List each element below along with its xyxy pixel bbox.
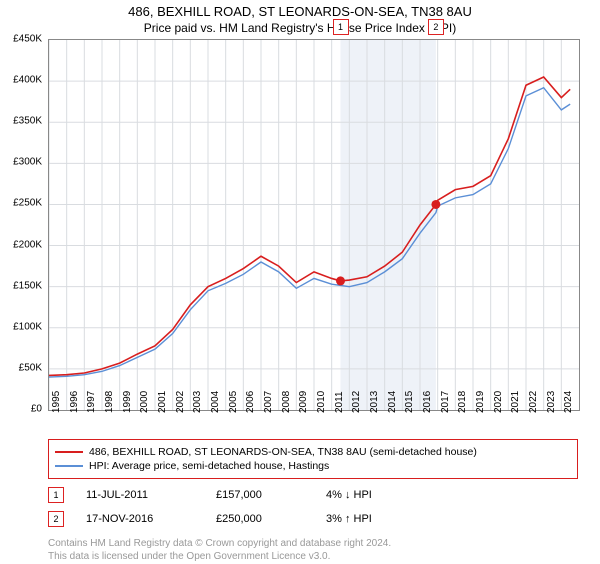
y-axis-label: £50K [19, 362, 42, 373]
x-axis-label: 1996 [69, 391, 80, 413]
y-axis-label: £350K [13, 116, 42, 127]
y-axis-label: £400K [13, 75, 42, 86]
x-axis-label: 2003 [192, 391, 203, 413]
chart-title: 486, BEXHILL ROAD, ST LEONARDS-ON-SEA, T… [0, 4, 600, 19]
y-axis-label: £450K [13, 34, 42, 45]
y-axis-label: £300K [13, 157, 42, 168]
x-axis-label: 2000 [139, 391, 150, 413]
chart-subtitle: Price paid vs. HM Land Registry's House … [0, 21, 600, 35]
x-axis-label: 2007 [263, 391, 274, 413]
legend-row: 486, BEXHILL ROAD, ST LEONARDS-ON-SEA, T… [55, 446, 571, 458]
x-axis-label: 2012 [351, 391, 362, 413]
y-axis-label: £150K [13, 280, 42, 291]
x-axis-label: 2017 [440, 391, 451, 413]
x-axis-label: 2015 [404, 391, 415, 413]
x-axis-label: 2005 [228, 391, 239, 413]
legend: 486, BEXHILL ROAD, ST LEONARDS-ON-SEA, T… [48, 439, 578, 479]
x-axis-label: 2014 [387, 391, 398, 413]
y-axis-label: £200K [13, 239, 42, 250]
sale-price: £250,000 [216, 513, 326, 525]
x-axis-label: 2002 [175, 391, 186, 413]
sale-marker-ref: 1 [48, 487, 64, 503]
x-axis-label: 2006 [245, 391, 256, 413]
sale-price: £157,000 [216, 489, 326, 501]
x-axis-label: 2010 [316, 391, 327, 413]
legend-label: 486, BEXHILL ROAD, ST LEONARDS-ON-SEA, T… [89, 446, 477, 458]
sale-marker-flag: 1 [333, 19, 349, 35]
x-axis-label: 2004 [210, 391, 221, 413]
sale-marker-ref: 2 [48, 511, 64, 527]
x-axis-label: 1999 [122, 391, 133, 413]
x-axis-label: 2020 [493, 391, 504, 413]
x-axis-label: 1995 [51, 391, 62, 413]
legend-swatch [55, 465, 83, 467]
sale-date: 17-NOV-2016 [86, 513, 216, 525]
legend-row: HPI: Average price, semi-detached house,… [55, 460, 571, 472]
footnote-line: This data is licensed under the Open Gov… [48, 551, 330, 562]
chart-area: £0£50K£100K£150K£200K£250K£300K£350K£400… [48, 39, 578, 409]
x-axis-label: 2024 [563, 391, 574, 413]
x-axis-label: 2018 [457, 391, 468, 413]
footnote: Contains HM Land Registry data © Crown c… [48, 537, 600, 563]
y-axis-label: £250K [13, 198, 42, 209]
sale-vs-hpi: 4% ↓ HPI [326, 489, 372, 501]
x-axis-label: 2013 [369, 391, 380, 413]
x-axis-label: 2009 [298, 391, 309, 413]
legend-swatch [55, 451, 83, 453]
x-axis-label: 1998 [104, 391, 115, 413]
legend-label: HPI: Average price, semi-detached house,… [89, 460, 329, 472]
footnote-line: Contains HM Land Registry data © Crown c… [48, 538, 391, 549]
x-axis-label: 2021 [510, 391, 521, 413]
x-axis-label: 2016 [422, 391, 433, 413]
line-chart [48, 39, 580, 411]
x-axis-label: 2023 [546, 391, 557, 413]
sale-marker-flag: 2 [428, 19, 444, 35]
y-axis-label: £0 [31, 404, 42, 415]
x-axis-label: 2019 [475, 391, 486, 413]
x-axis-label: 2001 [157, 391, 168, 413]
x-axis-label: 2022 [528, 391, 539, 413]
x-axis-label: 2011 [334, 391, 345, 413]
sale-row: 1 11-JUL-2011£157,0004% ↓ HPI [48, 487, 600, 503]
x-axis-label: 2008 [281, 391, 292, 413]
sale-vs-hpi: 3% ↑ HPI [326, 513, 372, 525]
x-axis-label: 1997 [86, 391, 97, 413]
sale-date: 11-JUL-2011 [86, 489, 216, 501]
sale-row: 2 17-NOV-2016£250,0003% ↑ HPI [48, 511, 600, 527]
y-axis-label: £100K [13, 321, 42, 332]
